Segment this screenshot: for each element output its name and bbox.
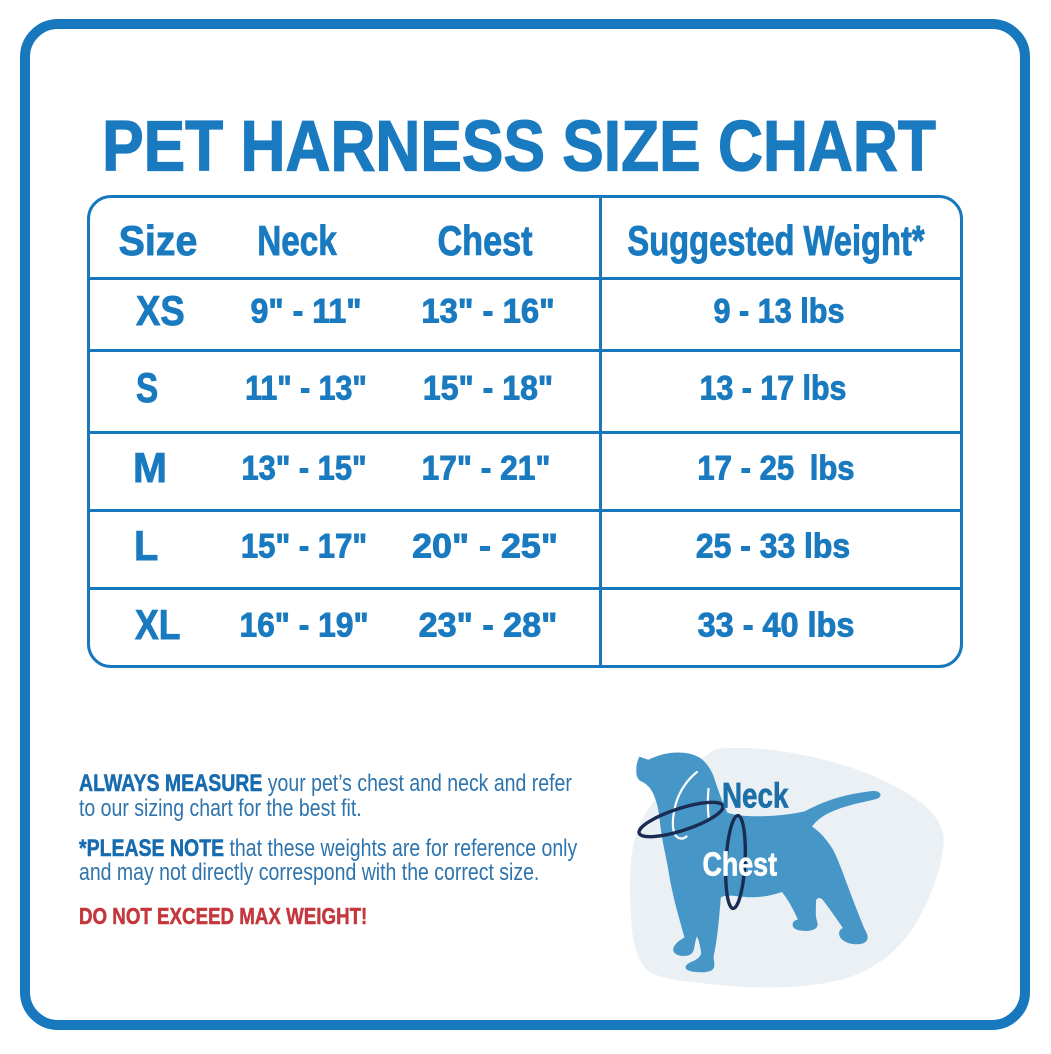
svg-text:Neck: Neck [722, 777, 789, 816]
svg-text:Chest: Chest [703, 846, 778, 883]
